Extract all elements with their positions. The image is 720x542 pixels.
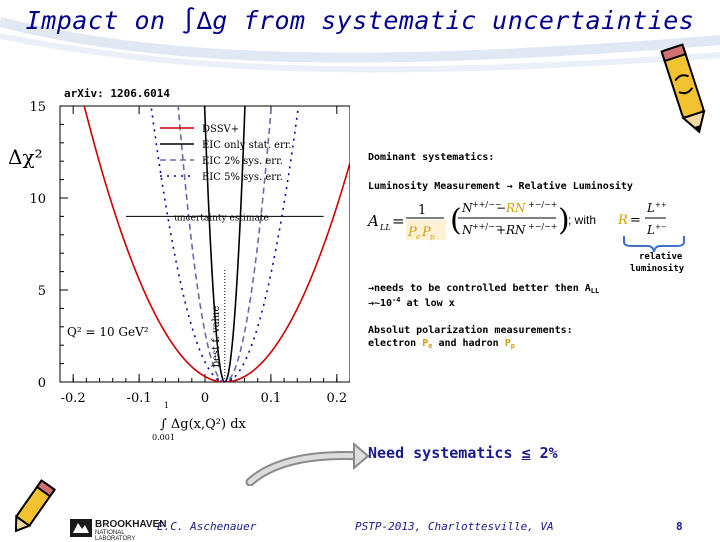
formula-with-label: ; with	[568, 213, 596, 227]
best-fit-label: best f. value	[211, 306, 222, 368]
annotation-group: uncertainty estimate best f. value Q² = 10…	[67, 213, 269, 367]
svg-text:++/−−: ++/−−	[472, 200, 502, 209]
svg-text:N: N	[461, 201, 473, 215]
footer-conference: PSTP-2013, Charlottesville, VA	[355, 520, 554, 533]
svg-text:L: L	[646, 201, 655, 215]
relative-luminosity-bracket	[623, 236, 685, 253]
y-tick-label: 15	[29, 100, 46, 115]
svg-text:L: L	[646, 223, 655, 237]
svg-text:p: p	[430, 233, 435, 241]
page-number: 8	[676, 520, 683, 533]
svg-text:A: A	[366, 212, 379, 230]
brookhaven-logo: BROOKHAVEN NATIONAL LABORATORY	[70, 518, 166, 542]
x-axis-label: ∫ Δg(x,Q²) dx	[160, 417, 247, 432]
brookhaven-logo-text: BROOKHAVEN	[95, 519, 167, 530]
brookhaven-mark-icon	[70, 519, 92, 537]
legend-label: EIC 2% sys. err.	[202, 156, 283, 167]
relative-label: relative	[639, 252, 683, 262]
y-tick-label: 5	[38, 284, 46, 299]
svg-text:LL: LL	[379, 223, 391, 232]
y-tick-label: 10	[29, 192, 46, 207]
series-line	[203, 106, 246, 382]
svg-text:++/−−: ++/−−	[655, 201, 666, 209]
svg-text:P: P	[421, 225, 431, 240]
need-systematics-statement: Need systematics ≤ 2%	[368, 444, 558, 462]
arxiv-reference: arXiv: 1206.6014	[64, 87, 170, 100]
pencil-logo-icon	[14, 479, 57, 533]
footer-author: E.C. Aschenauer	[157, 520, 257, 533]
svg-text:R: R	[617, 213, 628, 228]
svg-text:+−/−+: +−/−+	[528, 222, 558, 231]
x-axis-integral-lower: 0.001	[152, 433, 175, 442]
svg-text:RN: RN	[505, 201, 526, 215]
legend-group: DSSV+ EIC only stat. err. EIC 2% sys. err.…	[160, 124, 292, 183]
luminosity-label: luminosity	[630, 264, 685, 274]
brookhaven-logo-subtext: NATIONAL LABORATORY	[95, 530, 136, 542]
svg-text:−: −	[496, 201, 506, 215]
x-tick-label: 0	[201, 391, 209, 406]
q2-label: Q² = 10 GeV²	[67, 325, 149, 339]
luminosity-line: Luminosity Measurement → Relative Lumino…	[368, 181, 633, 192]
svg-text:+−/−+: +−/−+	[528, 200, 558, 209]
absolut-polarization-line2: electron Pe and hadron Pp	[368, 338, 515, 350]
slide-title: Impact on ∫∆g from systematic uncertaint…	[25, 6, 695, 35]
legend-label: EIC 5% sys. err.	[202, 172, 283, 183]
asymmetry-formula: A LL = 1 P e P p ( N ++/−− − RN +−/−+ N …	[366, 200, 666, 241]
svg-text:++/−−: ++/−−	[472, 222, 502, 231]
svg-text:P: P	[407, 225, 417, 240]
y-tick-label: 0	[38, 376, 46, 391]
x-tick-label: -0.2	[61, 391, 86, 406]
bullet-needs-controlled: →needs to be controlled better then ALL	[368, 283, 600, 295]
y-axis-label-group: Δχ²	[8, 145, 43, 169]
series-line	[83, 106, 350, 382]
svg-text:+−/−+: +−/−+	[655, 223, 666, 231]
x-axis-integral-upper: 1	[164, 401, 169, 410]
series-line	[150, 106, 300, 382]
legend-label: DSSV+	[202, 124, 239, 135]
svg-text:RN: RN	[505, 223, 526, 237]
curve-group	[83, 106, 350, 382]
uncertainty-estimate-label: uncertainty estimate	[174, 213, 269, 223]
x-tick-label: -0.1	[127, 391, 152, 406]
svg-text:(: (	[450, 203, 462, 238]
bullet-low-x: →~10-4 at low x	[368, 296, 455, 309]
svg-text:+: +	[496, 223, 506, 237]
svg-text:N: N	[461, 223, 473, 237]
y-axis-label: Δχ²	[8, 145, 43, 169]
svg-text:=: =	[630, 213, 641, 228]
x-tick-label: 0.2	[326, 391, 347, 406]
axis-ticks: -0.2 -0.1 0 0.1 0.2 0 5 10 15 ∫ Δg(x,Q²) dx0.001 1	[29, 100, 347, 442]
svg-text:1: 1	[418, 203, 426, 218]
x-tick-label: 0.1	[261, 391, 282, 406]
svg-text:e: e	[416, 233, 420, 241]
svg-text:): )	[558, 203, 570, 238]
absolut-polarization-line1: Absolut polarization measurements:	[368, 325, 573, 336]
legend-label: EIC only stat. err.	[202, 140, 292, 151]
svg-text:=: =	[392, 212, 405, 230]
dominant-systematics-label: Dominant systematics:	[368, 152, 495, 163]
curved-arrow-icon	[245, 441, 370, 486]
pencil-cartoon-icon	[660, 43, 706, 134]
delta-chi2-chart: Δχ² -0.2 -0.1 0 0.1 0.2 0 5 10 15 ∫ Δg(x,Q²) dx0.…	[8, 100, 350, 442]
